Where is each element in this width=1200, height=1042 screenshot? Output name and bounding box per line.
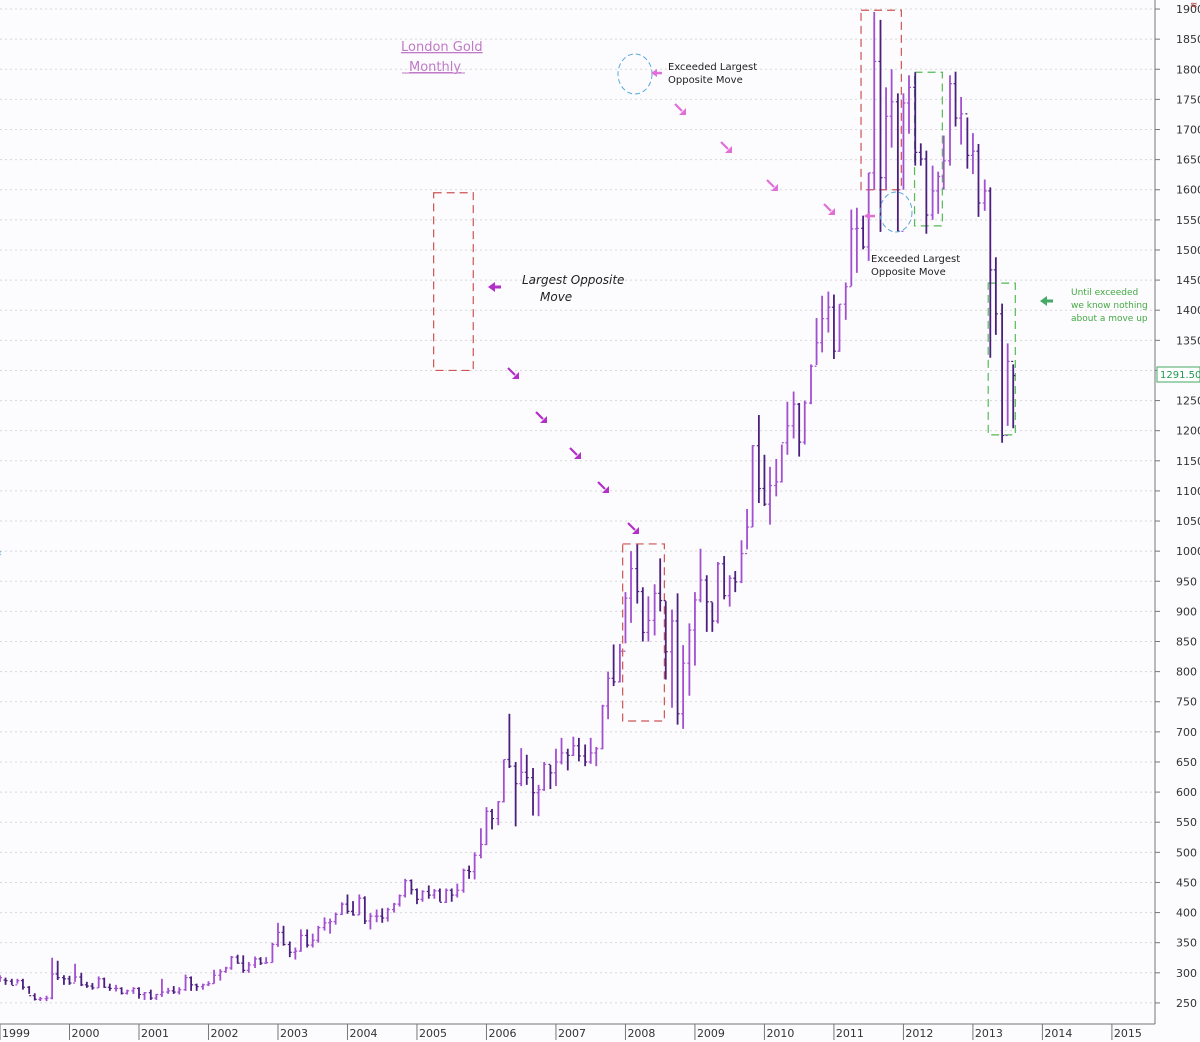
x-tick-label: 2013 [975, 1027, 1003, 1040]
annotation-until-exceeded: Until exceeded we know nothing about a m… [1071, 288, 1148, 324]
y-tick-label: 1700 [1176, 124, 1200, 137]
x-tick-label: 2006 [488, 1027, 516, 1040]
annotation-box [913, 71, 943, 227]
svg-text:‹: ‹ [0, 548, 2, 559]
x-tick-label: 2004 [349, 1027, 377, 1040]
arrow-down-right-icon [627, 522, 639, 534]
title-line1: London Gold [401, 40, 483, 55]
y-tick-label: 250 [1176, 997, 1197, 1010]
arrow-left-icon [864, 212, 875, 220]
y-tick-label: 1150 [1176, 455, 1200, 468]
y-tick-label: 600 [1176, 786, 1197, 799]
x-tick-label: 1999 [2, 1027, 30, 1040]
svg-text:Move: Move [540, 290, 572, 304]
annotation-exceeded-top: Exceeded Largest Opposite Move [668, 62, 757, 86]
y-tick-label: 1450 [1176, 274, 1200, 287]
y-tick-label: 400 [1176, 907, 1197, 920]
arrow-down-right-icon [720, 141, 732, 153]
y-tick-label: 900 [1176, 605, 1197, 618]
current-price-label: 1291.50 [1160, 370, 1200, 381]
x-tick-label: 2012 [905, 1027, 933, 1040]
circle-exceeded-mid [879, 191, 913, 233]
y-tick-label: 300 [1176, 967, 1197, 980]
x-tick-label: 2002 [210, 1027, 238, 1040]
x-tick-label: 2007 [558, 1027, 586, 1040]
chart-title: London Gold Monthly [401, 40, 483, 75]
arrow-left-icon [488, 282, 501, 292]
x-tick-label: 2015 [1114, 1027, 1142, 1040]
annotation-box [622, 543, 665, 722]
y-tick-label: 1100 [1176, 485, 1200, 498]
arrow-down-right-icon [674, 103, 686, 115]
y-tick-label: 800 [1176, 666, 1197, 679]
svg-text:Exceeded Largest: Exceeded Largest [668, 62, 757, 73]
y-tick-label: 700 [1176, 726, 1197, 739]
y-tick-label: 1850 [1176, 33, 1200, 46]
annotation-exceeded-mid: Exceeded Largest Opposite Move [871, 254, 960, 278]
x-tick-label: 2010 [766, 1027, 794, 1040]
y-tick-label: 1800 [1176, 63, 1200, 76]
y-tick-label: 450 [1176, 876, 1197, 889]
y-tick-label: 1350 [1176, 334, 1200, 347]
price-bars [0, 12, 1016, 1002]
x-tick-label: 2008 [627, 1027, 655, 1040]
arrow-down-right-icon [766, 179, 778, 191]
arrow-left-icon [1040, 296, 1053, 306]
svg-text:Exceeded Largest: Exceeded Largest [871, 254, 960, 265]
svg-text:Until exceeded: Until exceeded [1071, 288, 1138, 298]
svg-text:Opposite Move: Opposite Move [871, 267, 946, 278]
y-tick-label: 1750 [1176, 93, 1200, 106]
arrow-down-right-icon [535, 411, 547, 423]
arrow-down-right-icon [569, 447, 581, 459]
x-axis-ticks: 1999 2000 2001 2002 2003 2004 2005 2006 2007 2008… [0, 1024, 1142, 1040]
title-line2: Monthly [409, 60, 461, 75]
y-tick-label: 650 [1176, 756, 1197, 769]
x-tick-label: 2005 [419, 1027, 447, 1040]
y-tick-label: 1500 [1176, 244, 1200, 257]
x-tick-label: 2014 [1044, 1027, 1072, 1040]
arrow-left-icon [651, 69, 662, 77]
annotation-largest-opposite-move: Largest Opposite Move [522, 273, 624, 304]
x-tick-label: 2011 [836, 1027, 864, 1040]
y-tick-label: 1250 [1176, 395, 1200, 408]
y-tick-label: 500 [1176, 846, 1197, 859]
annotation-boxes [433, 9, 1016, 722]
svg-text:about a move up: about a move up [1071, 314, 1148, 324]
y-tick-label: 1650 [1176, 154, 1200, 167]
annotation-arrows [488, 69, 1053, 534]
y-axis-ticks: 250 300 350 400 450 500 550 600 650 700 750 800 850 9… [1155, 3, 1200, 1010]
current-price-marker: 1291.50 [1156, 366, 1200, 383]
arrow-down-right-icon [507, 367, 519, 379]
y-tick-label: 750 [1176, 696, 1197, 709]
x-tick-label: 2000 [71, 1027, 99, 1040]
y-tick-label: 1000 [1176, 545, 1200, 558]
svg-text:≋: ≋ [1190, 1, 1198, 11]
x-tick-label: 2009 [697, 1027, 725, 1040]
svg-text:we know nothing: we know nothing [1071, 301, 1148, 311]
x-tick-label: 2001 [141, 1027, 169, 1040]
annotation-box [987, 282, 1016, 436]
x-tick-label: 2003 [280, 1027, 308, 1040]
y-tick-label: 1400 [1176, 304, 1200, 317]
arrow-down-right-icon [823, 203, 835, 215]
svg-text:Opposite Move: Opposite Move [668, 75, 743, 86]
y-tick-label: 1900 [1176, 3, 1200, 16]
y-tick-label: 550 [1176, 816, 1197, 829]
y-tick-label: 1550 [1176, 214, 1200, 227]
y-tick-label: 1600 [1176, 184, 1200, 197]
arrow-down-right-icon [597, 481, 609, 493]
y-tick-label: 950 [1176, 575, 1197, 588]
svg-text:Largest Opposite: Largest Opposite [522, 273, 624, 287]
y-tick-label: 850 [1176, 636, 1197, 649]
y-tick-label: 350 [1176, 937, 1197, 950]
annotation-box [433, 192, 474, 372]
circle-exceeded-top [617, 53, 653, 95]
y-tick-label: 1050 [1176, 515, 1200, 528]
